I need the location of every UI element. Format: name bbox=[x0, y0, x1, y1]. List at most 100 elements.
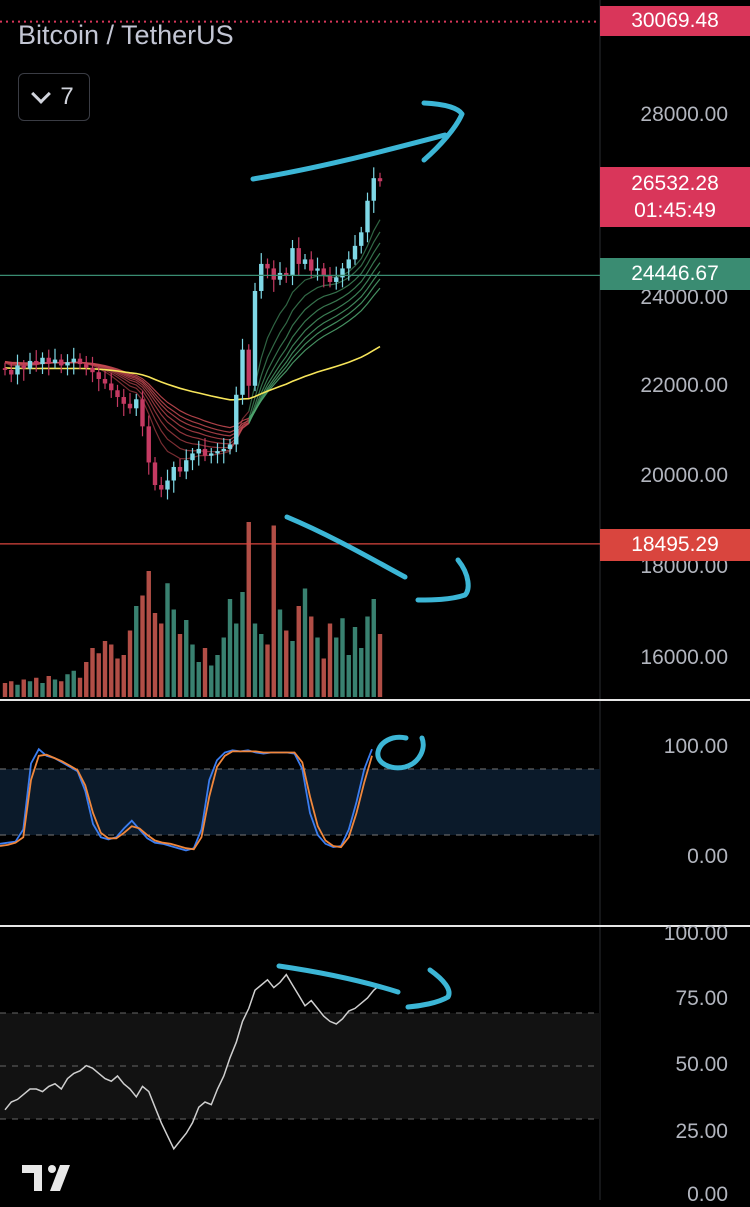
candle-body bbox=[221, 448, 226, 452]
volume-bar bbox=[171, 609, 176, 697]
candle-body bbox=[252, 290, 258, 386]
volume-bar bbox=[159, 623, 164, 697]
candle-body bbox=[127, 403, 133, 409]
volume-bar bbox=[234, 623, 239, 697]
volume-bar bbox=[109, 644, 114, 697]
tradingview-logo-icon bbox=[22, 1165, 70, 1191]
volume-bar bbox=[190, 644, 195, 697]
stoch-circle bbox=[375, 734, 426, 771]
rsi-tick: 25.00 bbox=[675, 1120, 728, 1143]
candle-body bbox=[340, 268, 345, 278]
ema-line bbox=[248, 270, 381, 423]
volume-bar bbox=[115, 658, 120, 697]
candle-body bbox=[40, 357, 45, 365]
ema-line bbox=[248, 287, 381, 419]
volume-bar bbox=[84, 662, 89, 697]
volume-bar bbox=[40, 683, 45, 697]
ema-line bbox=[248, 262, 381, 424]
volume-bar bbox=[302, 588, 308, 697]
top-level-price-tag: 30069.48 bbox=[600, 6, 750, 36]
volume-bar bbox=[296, 606, 301, 697]
candle-body bbox=[215, 451, 220, 454]
volume-bar bbox=[15, 684, 20, 697]
annotations bbox=[250, 100, 471, 1010]
volume-bar bbox=[102, 641, 108, 697]
candle-body bbox=[240, 349, 245, 395]
last-price-value: 26532.28 bbox=[631, 172, 719, 195]
price-tick: 16000.00 bbox=[640, 646, 728, 669]
candle-body bbox=[315, 268, 320, 271]
stoch-k-line bbox=[0, 747, 373, 852]
candle-body bbox=[290, 248, 295, 276]
candle-body bbox=[202, 448, 208, 456]
chevron-down-icon bbox=[31, 84, 52, 104]
candle-body bbox=[21, 365, 26, 369]
volume-bar bbox=[27, 681, 33, 697]
volume-bar bbox=[352, 627, 358, 697]
rsi-arrow-head bbox=[405, 967, 452, 1010]
candle-body bbox=[121, 397, 126, 404]
candle-body bbox=[152, 462, 158, 486]
candle-body bbox=[234, 394, 239, 445]
stoch-tick: 100.00 bbox=[663, 735, 728, 758]
candle-body bbox=[140, 399, 145, 427]
volume-bar bbox=[90, 648, 95, 697]
candle-body bbox=[265, 263, 270, 269]
candle-body bbox=[65, 362, 70, 366]
ema-line bbox=[248, 278, 381, 422]
volume-bar bbox=[165, 583, 170, 697]
ema-line bbox=[248, 231, 381, 420]
lower-line-price-tag: 18495.29 bbox=[600, 529, 750, 561]
volume-bar bbox=[152, 613, 158, 697]
candle-body bbox=[302, 259, 308, 264]
volume-bar bbox=[359, 648, 364, 697]
volume-bar bbox=[196, 662, 201, 697]
volume-arrow-shaft bbox=[284, 514, 408, 580]
volume-bar bbox=[327, 623, 333, 697]
volume-bar bbox=[315, 637, 320, 697]
rsi-tick: 0.00 bbox=[687, 1183, 728, 1206]
volume-bar bbox=[227, 599, 233, 697]
candle-body bbox=[9, 369, 14, 375]
stoch-tick: 0.00 bbox=[687, 845, 728, 868]
ema-line bbox=[4, 360, 250, 429]
candle-body bbox=[177, 466, 183, 472]
stoch-d-line bbox=[0, 750, 373, 851]
rsi-pane bbox=[0, 973, 600, 1151]
volume-bar bbox=[252, 623, 258, 697]
symbol-title: Bitcoin / TetherUS bbox=[18, 20, 234, 50]
volume-bar bbox=[184, 620, 189, 697]
candle-body bbox=[46, 357, 51, 364]
candle-body bbox=[371, 178, 376, 201]
candle-body bbox=[146, 426, 151, 463]
price-tick: 28000.00 bbox=[640, 103, 728, 126]
candle-body bbox=[327, 275, 333, 282]
volume-bar bbox=[340, 618, 345, 697]
candle-body bbox=[184, 460, 189, 472]
volume-bar bbox=[290, 641, 295, 697]
volume-bar bbox=[127, 630, 133, 697]
rsi-arrow-shaft bbox=[276, 963, 401, 995]
candle-body bbox=[109, 383, 114, 391]
ema-line bbox=[248, 252, 381, 424]
volume-bar bbox=[96, 653, 101, 697]
volume-bar bbox=[259, 634, 264, 697]
candle-body bbox=[227, 444, 233, 449]
candle-body bbox=[296, 248, 301, 264]
interval-toggle-button[interactable]: 7 bbox=[18, 73, 90, 121]
volume-bar bbox=[321, 658, 326, 697]
volume-bar bbox=[209, 665, 214, 697]
candle-body bbox=[359, 232, 364, 246]
price-tick: 24000.00 bbox=[640, 286, 728, 309]
volume-bar bbox=[71, 670, 76, 697]
candle-body bbox=[134, 399, 139, 409]
candle-body bbox=[246, 349, 251, 386]
volume-bar bbox=[334, 637, 339, 697]
candle-body bbox=[334, 277, 339, 282]
volume-bar bbox=[77, 677, 83, 697]
volume-bar bbox=[2, 683, 8, 697]
volume-bar bbox=[215, 655, 220, 697]
trend-arrow-shaft bbox=[250, 132, 448, 182]
volume-bar bbox=[371, 599, 376, 697]
